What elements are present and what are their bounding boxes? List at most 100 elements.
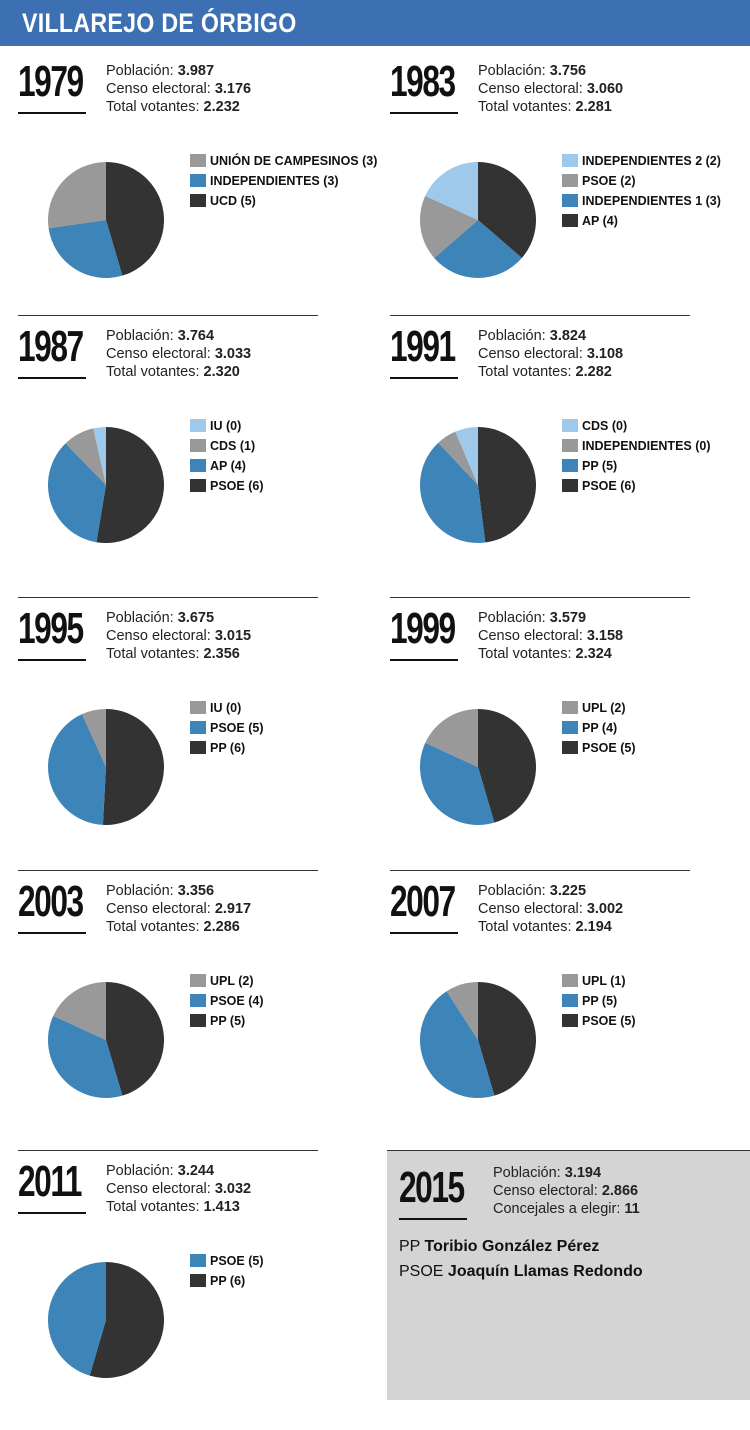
pie-slice [102, 709, 165, 825]
censo-value: 3.032 [214, 1181, 252, 1197]
year-label-2007: 2007 [390, 877, 456, 926]
pie-slice [65, 428, 106, 485]
year-label-2011: 2011 [18, 1157, 82, 1206]
votantes-value: 2.194 [575, 919, 612, 935]
censo-value: 3.158 [586, 628, 624, 644]
censo-value: 3.176 [214, 81, 252, 97]
pie-slice [478, 427, 537, 543]
pie-slice [48, 1262, 106, 1376]
candidate-pp: PP Toribio González Pérez [399, 1238, 600, 1255]
votantes-value: 2.356 [203, 646, 240, 662]
page-title: VILLAREJO DE ÓRBIGO [22, 8, 297, 38]
pie-slice [48, 162, 106, 229]
legend-label: PSOE (4) [210, 994, 264, 1008]
censo-value: 3.108 [586, 346, 624, 362]
legend-swatch [562, 1014, 578, 1027]
separator-line [18, 315, 318, 316]
legend-swatch [562, 214, 578, 227]
pie-slice [420, 195, 478, 258]
legend-label: AP (4) [210, 459, 246, 473]
poblacion-value: 3.987 [177, 63, 215, 79]
legend-label: PP (5) [582, 994, 618, 1008]
legend-label: UPL (1) [582, 974, 626, 988]
pie-chart-1983 [420, 162, 536, 278]
separator-line [387, 1150, 750, 1151]
block-1995: 1995 Población: 3.675 Censo electoral: 3.0… [18, 597, 338, 877]
votantes-value: 2.232 [203, 99, 240, 115]
separator-line [390, 597, 690, 598]
pie-slice [478, 982, 536, 1096]
legend-swatch [190, 1014, 206, 1027]
pie-chart-1995 [48, 709, 165, 825]
legend-swatch [190, 174, 206, 187]
censo-value: 3.033 [214, 346, 252, 362]
legend-swatch [562, 194, 578, 207]
legend-label: INDEPENDIENTES (0) [582, 439, 711, 453]
block-1987: 1987 Población: 3.764 Censo electoral: 3.0… [18, 315, 338, 595]
pie-chart-1987 [48, 427, 164, 543]
year-label-1979: 1979 [18, 57, 84, 106]
block-1991: 1991 Población: 3.824 Censo electoral: 3.1… [390, 315, 711, 595]
legend-swatch [562, 479, 578, 492]
legend-label: PP (5) [582, 459, 618, 473]
year-underline [18, 932, 86, 934]
legend-swatch [190, 439, 206, 452]
poblacion-value: 3.756 [549, 63, 587, 79]
pie-chart-2011 [48, 1262, 165, 1378]
block-2011: 2011 Población: 3.244 Censo electoral: 3.0… [18, 1150, 338, 1430]
votantes-value: 2.324 [575, 646, 612, 662]
votantes-value: 2.320 [203, 364, 240, 380]
legend-swatch [190, 1274, 206, 1287]
legend-label: CDS (0) [582, 419, 628, 433]
year-underline [18, 112, 86, 114]
legend-label: UCD (5) [210, 194, 256, 208]
censo-value: 3.060 [586, 81, 624, 97]
separator-line [390, 315, 690, 316]
year-label-1995: 1995 [18, 604, 84, 653]
pie-slice [434, 220, 522, 278]
legend-label: PSOE (5) [210, 721, 264, 735]
legend-label: PP (5) [210, 1014, 246, 1028]
pie-chart-2003 [48, 982, 164, 1098]
header-bar: VILLAREJO DE ÓRBIGO [0, 0, 750, 46]
year-underline [390, 659, 458, 661]
legend-label: PSOE (5) [582, 1014, 636, 1028]
stats-2011: Población: 3.244 Censo electoral: 3.032 To… [106, 1163, 252, 1215]
separator-line [18, 870, 318, 871]
pie-slice [420, 442, 486, 543]
year-underline [390, 932, 458, 934]
stats-1979: Población: 3.987 Censo electoral: 3.176 To… [106, 63, 252, 115]
year-underline [390, 112, 458, 114]
legend-label: INDEPENDIENTES 1 (3) [582, 194, 721, 208]
legend-swatch [190, 994, 206, 1007]
legend-label: PP (6) [210, 1274, 246, 1288]
pie-slice [478, 162, 536, 258]
legend-label: UPL (2) [210, 974, 254, 988]
legend-swatch [190, 194, 206, 207]
legend-swatch [562, 174, 578, 187]
legend-label: INDEPENDIENTES (3) [210, 174, 339, 188]
pie-slice [53, 982, 106, 1040]
stats-1999: Población: 3.579 Censo electoral: 3.158 To… [478, 610, 624, 662]
candidate-psoe: PSOE Joaquín Llamas Redondo [399, 1263, 643, 1280]
censo-value: 2.917 [214, 901, 252, 917]
pie-slice [48, 714, 106, 825]
concejales-value: 11 [624, 1201, 640, 1217]
pie-slice [478, 709, 536, 823]
pie-slice [420, 742, 495, 825]
legend-swatch [562, 974, 578, 987]
legend-label: CDS (1) [210, 439, 256, 453]
legend-swatch [562, 419, 578, 432]
legend-swatch [562, 439, 578, 452]
pie-slice [89, 1262, 165, 1378]
poblacion-value: 3.225 [549, 883, 587, 899]
poblacion-value: 3.194 [564, 1165, 602, 1181]
stats-1983: Población: 3.756 Censo electoral: 3.060 To… [478, 63, 624, 115]
pie-slice [82, 709, 106, 767]
block-1983: 1983 Población: 3.756 Censo electoral: 3.0… [390, 60, 721, 330]
legend-swatch [190, 741, 206, 754]
poblacion-value: 3.244 [177, 1163, 215, 1179]
pie-chart-1979 [48, 162, 164, 278]
pie-slice [48, 220, 123, 278]
pie-slice [106, 162, 164, 276]
